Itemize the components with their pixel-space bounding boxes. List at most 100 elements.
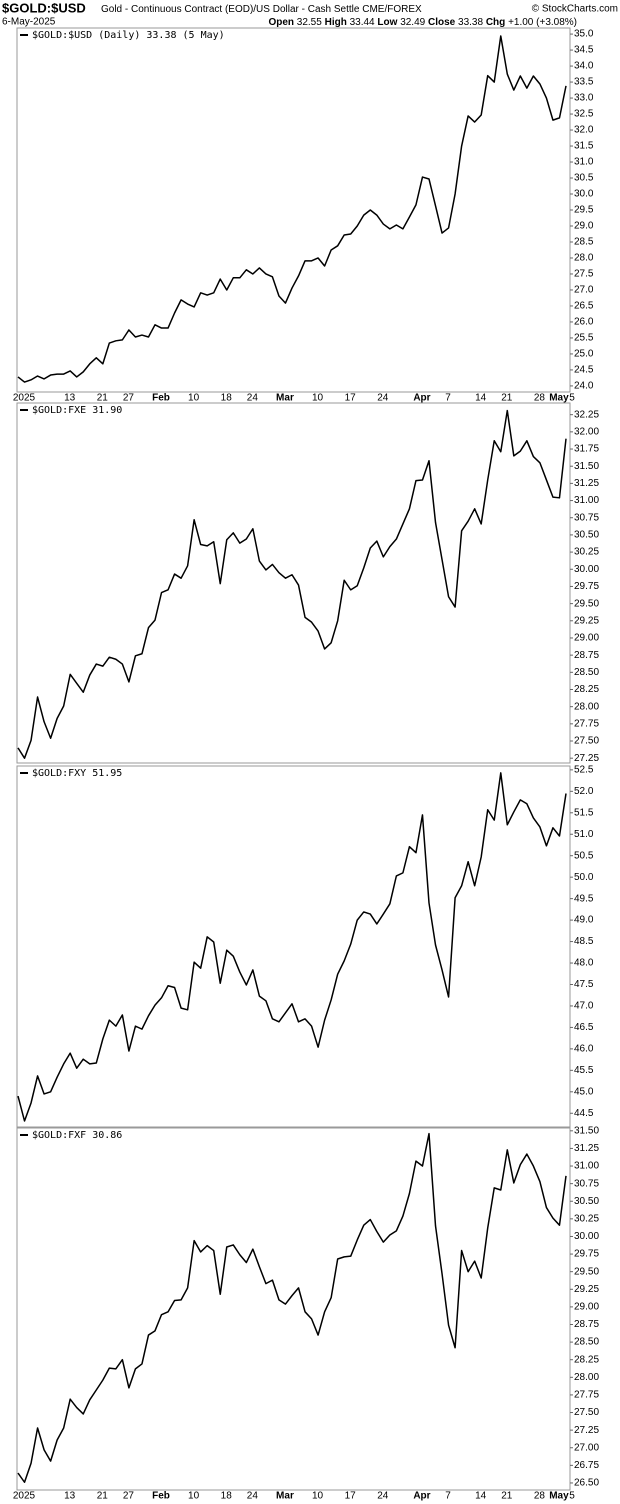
x-tick-label: 28 bbox=[534, 393, 546, 404]
x-tick-label: 10 bbox=[188, 1491, 200, 1502]
x-tick-label: 14 bbox=[475, 393, 487, 404]
y-tick-label: 31.75 bbox=[574, 444, 599, 455]
y-tick-label: 46.0 bbox=[574, 1044, 594, 1055]
y-tick-label: 30.25 bbox=[574, 1213, 599, 1224]
y-tick-label: 25.5 bbox=[574, 333, 594, 344]
y-tick-label: 28.5 bbox=[574, 237, 594, 248]
x-tick-label: 18 bbox=[221, 1491, 233, 1502]
x-tick-label: 5 bbox=[569, 1491, 575, 1502]
y-tick-label: 32.0 bbox=[574, 125, 594, 136]
y-tick-label: 28.50 bbox=[574, 667, 599, 678]
x-tick-label: Mar bbox=[276, 1491, 294, 1502]
y-tick-label: 50.5 bbox=[574, 850, 594, 861]
y-tick-label: 30.75 bbox=[574, 512, 599, 523]
y-tick-label: 47.5 bbox=[574, 979, 594, 990]
legend-label: $GOLD:FXY 51.95 bbox=[32, 768, 122, 779]
y-tick-label: 29.0 bbox=[574, 221, 594, 232]
quote: Open 32.55 High 33.44 Low 32.49 Close 33… bbox=[268, 17, 577, 28]
y-tick-label: 34.0 bbox=[574, 61, 594, 72]
legend-label: $GOLD:FXE 31.90 bbox=[32, 405, 122, 416]
x-tick-label: Feb bbox=[152, 393, 170, 404]
description-text: Gold - Continuous Contract (EOD)/US Doll… bbox=[101, 4, 360, 15]
y-tick-label: 52.5 bbox=[574, 765, 594, 776]
y-tick-label: 29.00 bbox=[574, 1302, 599, 1313]
y-tick-label: 31.25 bbox=[574, 478, 599, 489]
legend-label: $GOLD:$USD (Daily) 33.38 (5 May) bbox=[32, 30, 225, 41]
y-tick-label: 27.0 bbox=[574, 285, 594, 296]
price-line bbox=[17, 409, 567, 759]
y-tick-label: 48.0 bbox=[574, 958, 594, 969]
y-tick-label: 29.00 bbox=[574, 633, 599, 644]
price-line bbox=[17, 772, 567, 1122]
x-tick-label: 5 bbox=[569, 393, 575, 404]
y-tick-label: 28.0 bbox=[574, 253, 594, 264]
price-line bbox=[17, 35, 567, 383]
y-tick-label: 26.50 bbox=[574, 1478, 599, 1489]
x-tick-label: 24 bbox=[247, 393, 259, 404]
quote-value: +1.00 (+3.08%) bbox=[508, 17, 577, 28]
x-tick-label: 28 bbox=[534, 1491, 546, 1502]
y-tick-label: 28.25 bbox=[574, 1354, 599, 1365]
x-tick-label: 13 bbox=[64, 1491, 76, 1502]
x-tick-label: Apr bbox=[413, 393, 430, 404]
y-tick-label: 29.50 bbox=[574, 598, 599, 609]
y-tick-label: 49.0 bbox=[574, 915, 594, 926]
y-tick-label: 35.0 bbox=[574, 29, 594, 40]
x-tick-label: 2025 bbox=[13, 1491, 36, 1502]
quote-value: 32.55 bbox=[297, 17, 322, 28]
y-tick-label: 29.50 bbox=[574, 1266, 599, 1277]
x-tick-label: 27 bbox=[123, 1491, 135, 1502]
y-tick-label: 51.0 bbox=[574, 829, 594, 840]
x-tick-label: 17 bbox=[345, 1491, 357, 1502]
y-tick-label: 31.50 bbox=[574, 1125, 599, 1136]
panel-frame bbox=[16, 1127, 571, 1491]
y-tick-label: 30.50 bbox=[574, 1196, 599, 1207]
y-tick-label: 48.5 bbox=[574, 936, 594, 947]
price-line bbox=[17, 1132, 567, 1483]
x-tick-label: 21 bbox=[501, 1491, 513, 1502]
y-tick-label: 28.00 bbox=[574, 1372, 599, 1383]
quote-value: 33.38 bbox=[458, 17, 483, 28]
y-tick-label: 26.5 bbox=[574, 301, 594, 312]
y-tick-label: 31.50 bbox=[574, 461, 599, 472]
y-tick-label: 28.50 bbox=[574, 1337, 599, 1348]
x-tick-label: 24 bbox=[377, 1491, 389, 1502]
date: 6-May-2025 bbox=[2, 17, 56, 28]
y-tick-label: 49.5 bbox=[574, 893, 594, 904]
y-tick-label: 30.0 bbox=[574, 189, 594, 200]
x-tick-label: 24 bbox=[377, 393, 389, 404]
y-tick-label: 30.5 bbox=[574, 173, 594, 184]
y-tick-label: 31.25 bbox=[574, 1143, 599, 1154]
quote-label: Low bbox=[377, 17, 397, 28]
y-tick-label: 28.75 bbox=[574, 650, 599, 661]
y-tick-label: 32.5 bbox=[574, 109, 594, 120]
quote-label: Open bbox=[268, 17, 294, 28]
y-tick-label: 24.0 bbox=[574, 381, 594, 392]
y-tick-label: 44.5 bbox=[574, 1108, 594, 1119]
y-tick-label: 51.5 bbox=[574, 807, 594, 818]
y-tick-label: 50.0 bbox=[574, 872, 594, 883]
x-tick-label: 10 bbox=[188, 393, 200, 404]
x-tick-label: Apr bbox=[413, 1491, 430, 1502]
x-tick-label: May bbox=[549, 1491, 569, 1502]
y-tick-label: 29.75 bbox=[574, 581, 599, 592]
y-tick-label: 46.5 bbox=[574, 1022, 594, 1033]
y-tick-label: 32.00 bbox=[574, 426, 599, 437]
y-tick-label: 27.00 bbox=[574, 1442, 599, 1453]
y-tick-label: 26.75 bbox=[574, 1460, 599, 1471]
y-tick-label: 24.5 bbox=[574, 365, 594, 376]
y-tick-label: 30.50 bbox=[574, 530, 599, 541]
x-tick-label: 2025 bbox=[13, 393, 36, 404]
y-tick-label: 29.75 bbox=[574, 1249, 599, 1260]
y-tick-label: 29.5 bbox=[574, 205, 594, 216]
x-tick-label: 18 bbox=[221, 393, 233, 404]
symbol: $GOLD:$USD bbox=[2, 0, 86, 15]
y-tick-label: 26.0 bbox=[574, 317, 594, 328]
quote-value: 33.44 bbox=[350, 17, 375, 28]
y-tick-label: 27.50 bbox=[574, 1407, 599, 1418]
panel-frame bbox=[16, 402, 571, 764]
y-tick-label: 31.00 bbox=[574, 495, 599, 506]
legend-label: $GOLD:FXF 30.86 bbox=[32, 1130, 122, 1141]
